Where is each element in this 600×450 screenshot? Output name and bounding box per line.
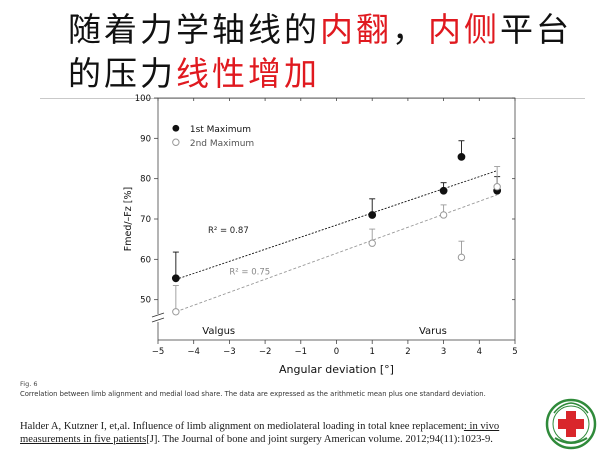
y-axis-label: Fmed/–Fz [%] — [123, 187, 134, 251]
x-tick-label: 5 — [512, 347, 517, 357]
x-tick-label: −4 — [187, 347, 200, 357]
data-point — [439, 186, 448, 195]
figure-caption: Correlation between limb alignment and m… — [20, 390, 486, 398]
x-tick-label: −5 — [152, 347, 165, 357]
data-point — [368, 239, 376, 247]
x-tick-label: 1 — [369, 347, 374, 357]
data-point — [368, 211, 377, 219]
axis-break-gap — [152, 314, 164, 322]
data-point — [457, 152, 466, 161]
region-label: Valgus — [202, 326, 235, 337]
x-tick-label: 4 — [477, 347, 482, 357]
title-highlight-text: 内侧 — [428, 10, 500, 49]
hospital-emblem-icon — [545, 398, 597, 450]
title-divider — [40, 98, 585, 99]
y-tick-label: 60 — [140, 255, 151, 265]
axis-break-mark — [151, 317, 165, 323]
data-point — [171, 274, 180, 283]
data-point — [439, 211, 448, 219]
x-tick-label: 2 — [405, 347, 410, 357]
x-tick-label: −3 — [223, 347, 236, 357]
legend-marker — [172, 124, 180, 132]
legend-label: 1st Maximum — [190, 125, 251, 135]
x-tick-label: 0 — [334, 347, 339, 357]
x-axis-label: Angular deviation [°] — [279, 363, 394, 376]
x-tick-label: −1 — [295, 347, 308, 357]
fit-line — [175, 170, 498, 280]
axis-break-mark — [151, 312, 165, 318]
r2-label: R² = 0.87 — [208, 226, 249, 236]
data-point — [457, 253, 466, 262]
y-tick-label: 70 — [140, 215, 151, 225]
y-tick-label: 90 — [140, 134, 151, 144]
reference-prefix: Halder A, Kutzner I, et,al. Influence of… — [20, 421, 464, 432]
figure-label: Fig. 6 — [20, 380, 38, 388]
medial-load-chart: −5 −4 −3 −2 −1 0 1 2 3 4 5 50 60 70 80 90 100 Angular dev… — [123, 94, 518, 376]
legend-marker — [172, 138, 180, 146]
slide-title: 随着力学轴线的内翻，内侧平台的压力线性增加 — [68, 8, 578, 96]
reference-citation: Halder A, Kutzner I, et,al. Influence of… — [20, 420, 555, 446]
title-highlight-text: 线性增加 — [176, 54, 320, 93]
data-point — [172, 308, 180, 316]
y-tick-label: 100 — [135, 94, 151, 104]
y-tick-label: 80 — [140, 175, 151, 185]
y-tick-label: 50 — [140, 296, 151, 306]
title-text: ， — [392, 10, 428, 49]
legend-label: 2nd Maximum — [190, 139, 254, 149]
region-label: Varus — [419, 326, 447, 337]
reference-suffix: [J]. The Journal of bone and joint surge… — [146, 434, 493, 445]
title-text: 平台的压力 — [68, 10, 572, 93]
data-point — [493, 183, 501, 191]
x-tick-label: 3 — [441, 347, 446, 357]
title-text: 随着力学轴线的 — [68, 10, 320, 49]
title-highlight-text: 内翻 — [320, 10, 392, 49]
fit-line — [175, 194, 498, 313]
x-tick-label: −2 — [259, 347, 272, 357]
reference-link[interactable]: : in vivo measurements in five patients — [20, 421, 500, 445]
r2-label: R² = 0.75 — [229, 267, 270, 277]
